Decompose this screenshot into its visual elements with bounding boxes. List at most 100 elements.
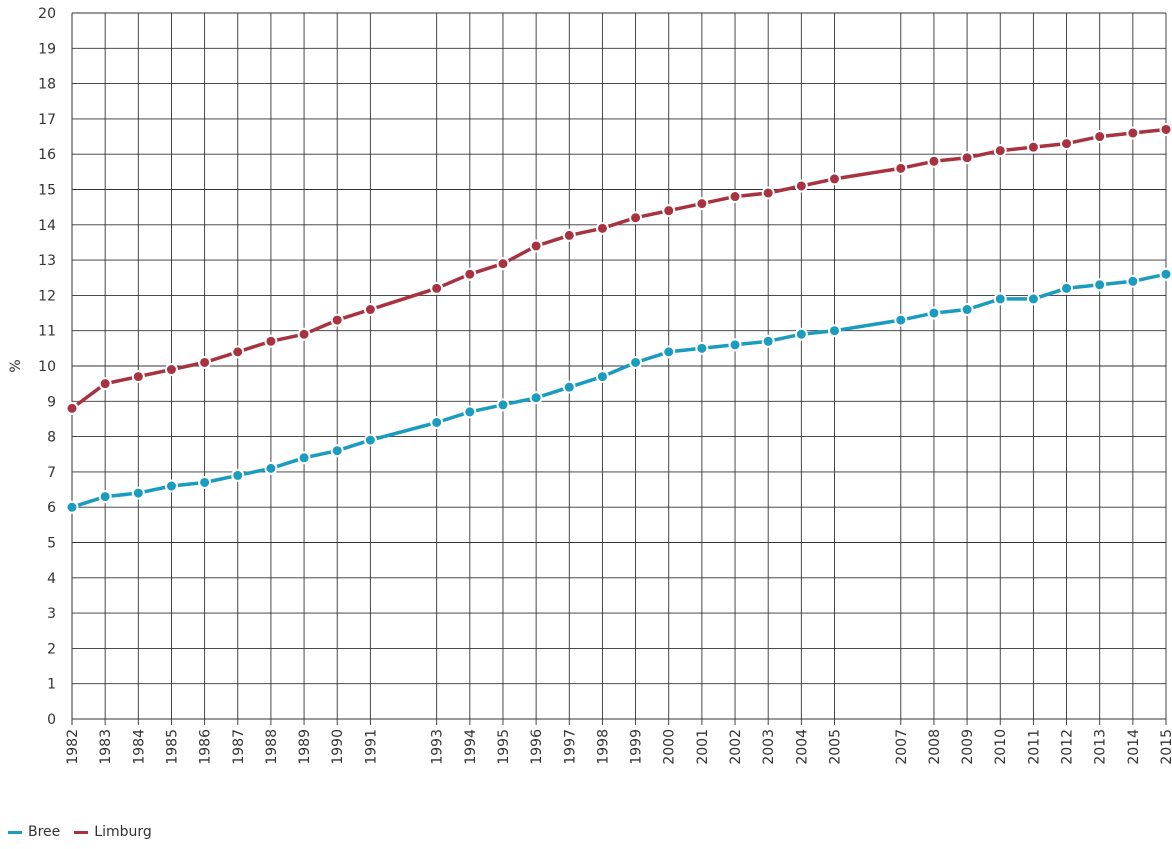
x-tick-label: 2002 <box>728 729 744 765</box>
legend-item-bree: Bree <box>8 824 60 840</box>
x-tick-label: 1988 <box>264 729 280 765</box>
data-point <box>363 433 377 447</box>
data-point <box>430 281 444 295</box>
y-tick-label: 8 <box>47 430 56 446</box>
x-tick-label: 1983 <box>98 729 114 765</box>
data-point <box>98 490 112 504</box>
x-tick-label: 1985 <box>164 729 180 765</box>
data-point <box>595 370 609 384</box>
data-point <box>330 444 344 458</box>
x-tick-label: 1984 <box>131 729 147 765</box>
legend-swatch-limburg <box>74 830 89 834</box>
x-tick-label: 2004 <box>794 729 810 765</box>
y-tick-label: 15 <box>38 183 56 199</box>
y-tick-label: 0 <box>47 712 56 728</box>
data-point <box>297 327 311 341</box>
y-tick-label: 1 <box>47 677 56 693</box>
data-point <box>297 451 311 465</box>
data-point <box>231 345 245 359</box>
data-point <box>595 221 609 235</box>
data-point <box>1159 267 1172 281</box>
legend-swatch-bree <box>8 830 22 834</box>
data-point <box>529 391 543 405</box>
data-point <box>1126 274 1140 288</box>
x-tick-label: 1990 <box>330 729 346 765</box>
data-point <box>363 303 377 317</box>
data-point <box>264 461 278 475</box>
legend: Bree Limburg <box>8 824 152 840</box>
y-tick-label: 14 <box>38 218 56 234</box>
data-point <box>131 370 145 384</box>
x-tick-label: 1997 <box>562 729 578 765</box>
data-point <box>827 324 841 338</box>
data-point <box>662 345 676 359</box>
y-tick-label: 16 <box>38 147 56 163</box>
data-point <box>496 257 510 271</box>
x-tick-label: 2013 <box>1093 729 1109 765</box>
y-tick-label: 12 <box>38 288 56 304</box>
data-point <box>164 363 178 377</box>
data-point <box>927 306 941 320</box>
x-tick-label: 1989 <box>297 729 313 765</box>
y-tick-label: 13 <box>38 253 56 269</box>
legend-item-limburg: Limburg <box>74 824 152 840</box>
x-tick-label: 2000 <box>662 729 678 765</box>
data-point <box>529 239 543 253</box>
grid <box>71 12 1167 725</box>
data-point <box>728 190 742 204</box>
legend-label-limburg: Limburg <box>94 824 152 840</box>
data-point <box>794 179 808 193</box>
data-point <box>1159 122 1172 136</box>
y-tick-label: 17 <box>38 112 56 128</box>
x-tick-label: 1982 <box>65 729 81 765</box>
x-tick-label: 1993 <box>430 729 446 765</box>
data-point <box>1126 126 1140 140</box>
y-tick-label: 19 <box>38 41 56 57</box>
y-tick-label: 10 <box>38 359 56 375</box>
x-tick-label: 1991 <box>363 729 379 765</box>
data-point <box>198 355 212 369</box>
data-point <box>65 401 79 415</box>
data-point <box>1093 130 1107 144</box>
y-tick-label: 18 <box>38 77 56 93</box>
data-point <box>960 303 974 317</box>
data-point <box>131 486 145 500</box>
data-point <box>794 327 808 341</box>
y-tick-label: 7 <box>47 465 56 481</box>
x-tick-label: 2012 <box>1060 729 1076 765</box>
x-tick-label: 2005 <box>827 729 843 765</box>
data-point <box>1060 281 1074 295</box>
data-point <box>562 380 576 394</box>
x-tick-label: 2003 <box>761 729 777 765</box>
data-point <box>629 211 643 225</box>
series-bree <box>65 267 1172 514</box>
data-point <box>960 151 974 165</box>
data-point <box>894 161 908 175</box>
data-point <box>993 144 1007 158</box>
data-point <box>198 475 212 489</box>
x-tick-label: 1995 <box>496 729 512 765</box>
data-point <box>231 468 245 482</box>
data-point <box>164 479 178 493</box>
data-point <box>1060 137 1074 151</box>
y-tick-label: 4 <box>47 571 56 587</box>
x-tick-label: 2007 <box>894 729 910 765</box>
data-point <box>330 313 344 327</box>
data-point <box>1026 292 1040 306</box>
data-point <box>761 334 775 348</box>
data-point <box>695 341 709 355</box>
data-point <box>927 154 941 168</box>
series-lines <box>65 122 1172 514</box>
data-point <box>662 204 676 218</box>
data-point <box>1026 140 1040 154</box>
y-tick-label: 6 <box>47 500 56 516</box>
y-tick-label: 11 <box>38 324 56 340</box>
y-tick-label: 20 <box>38 6 56 22</box>
data-point <box>98 377 112 391</box>
y-tick-label: 5 <box>47 536 56 552</box>
data-point <box>1093 278 1107 292</box>
data-point <box>894 313 908 327</box>
x-tick-label: 1994 <box>463 729 479 765</box>
